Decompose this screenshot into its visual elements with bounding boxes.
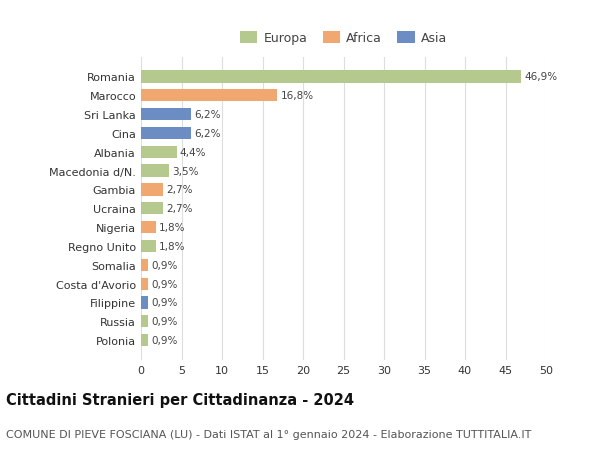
Bar [141,109,191,121]
Bar [141,128,191,140]
Text: 1,8%: 1,8% [159,241,185,252]
Text: 2,7%: 2,7% [166,185,193,195]
Bar [141,334,148,347]
Bar [141,165,169,177]
Text: 46,9%: 46,9% [524,72,557,82]
Text: 0,9%: 0,9% [152,260,178,270]
Bar [141,297,148,309]
Bar [141,278,148,290]
Text: 0,9%: 0,9% [152,279,178,289]
Bar [141,203,163,215]
Text: Cittadini Stranieri per Cittadinanza - 2024: Cittadini Stranieri per Cittadinanza - 2… [6,392,354,408]
Bar [141,71,521,84]
Text: 0,9%: 0,9% [152,336,178,346]
Bar [141,259,148,271]
Bar [141,241,155,252]
Text: 6,2%: 6,2% [194,129,221,139]
Text: 3,5%: 3,5% [173,166,199,176]
Text: COMUNE DI PIEVE FOSCIANA (LU) - Dati ISTAT al 1° gennaio 2024 - Elaborazione TUT: COMUNE DI PIEVE FOSCIANA (LU) - Dati IST… [6,429,532,439]
Text: 16,8%: 16,8% [280,91,313,101]
Bar [141,222,155,234]
Text: 0,9%: 0,9% [152,298,178,308]
Text: 0,9%: 0,9% [152,317,178,327]
Text: 1,8%: 1,8% [159,223,185,233]
Text: 6,2%: 6,2% [194,110,221,120]
Bar [141,90,277,102]
Legend: Europa, Africa, Asia: Europa, Africa, Asia [235,27,452,50]
Text: 2,7%: 2,7% [166,204,193,214]
Bar [141,146,176,158]
Bar [141,315,148,328]
Text: 4,4%: 4,4% [180,147,206,157]
Bar [141,184,163,196]
